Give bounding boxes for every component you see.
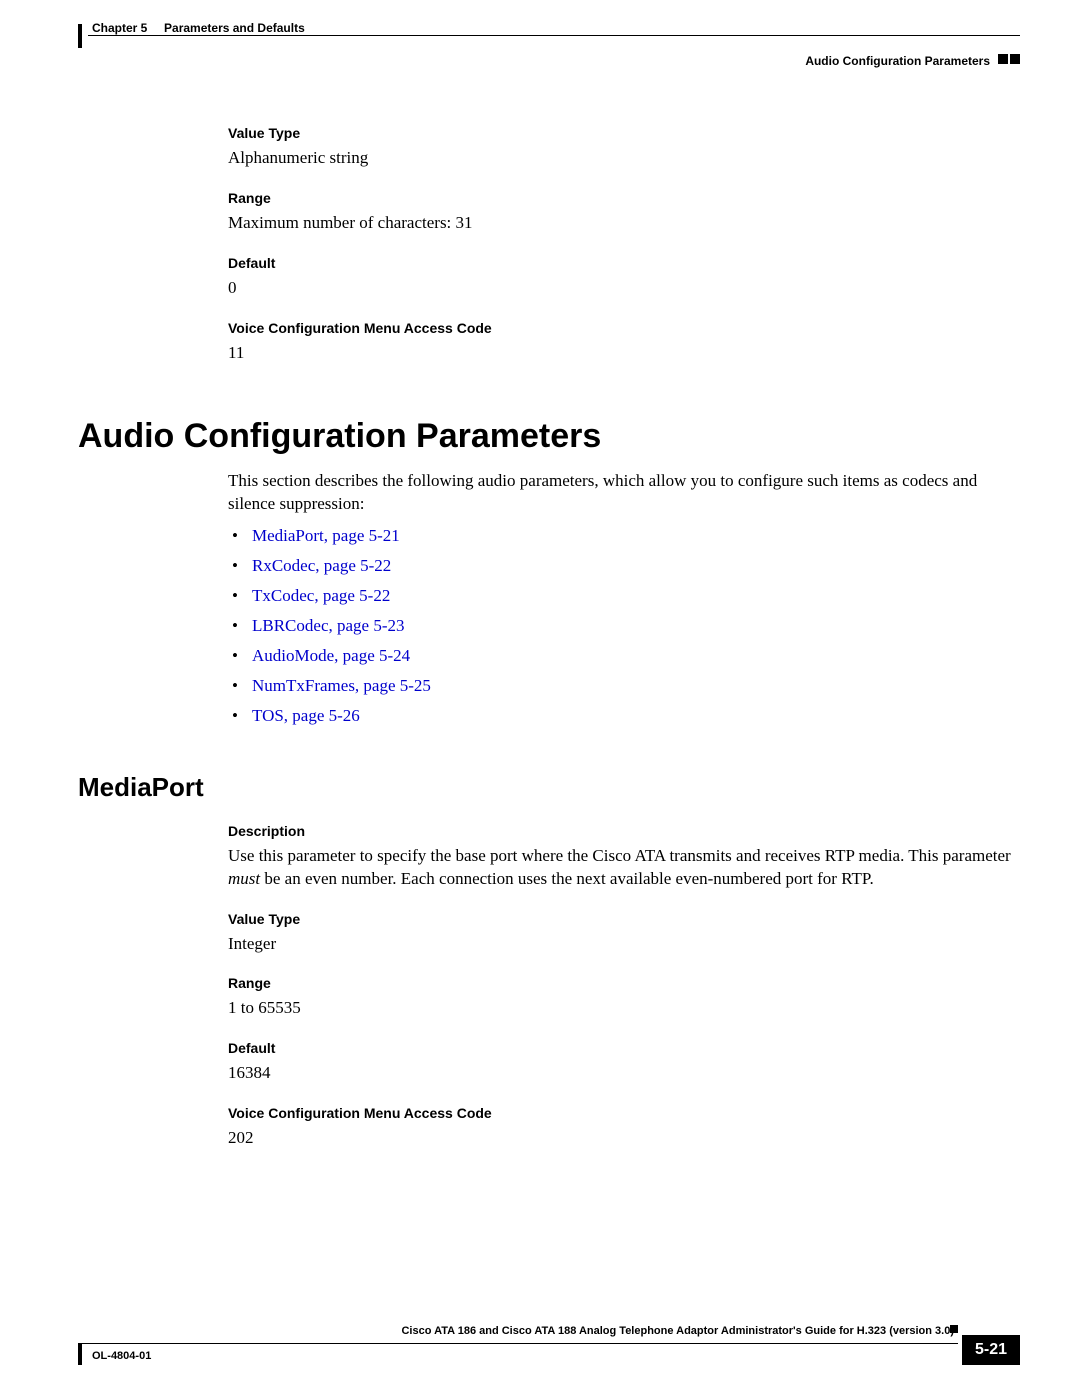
document-page: Chapter 5 Parameters and Defaults Audio …: [0, 0, 1080, 1397]
page-footer: Cisco ATA 186 and Cisco ATA 188 Analog T…: [78, 1325, 1020, 1375]
range-text: Maximum number of characters: 31: [228, 212, 1020, 235]
page-number: 5-21: [962, 1335, 1020, 1365]
value-type-text: Alphanumeric string: [228, 147, 1020, 170]
header-hr: [88, 35, 1020, 36]
vcmac-label: Voice Configuration Menu Access Code: [228, 320, 1020, 336]
value-type-text: Integer: [228, 933, 1020, 956]
vcmac-text: 202: [228, 1127, 1020, 1150]
value-type-label: Value Type: [228, 125, 1020, 141]
page-content: Value Type Alphanumeric string Range Max…: [78, 125, 1020, 1158]
xref-link[interactable]: TOS, page 5-26: [252, 706, 360, 725]
chapter-title: Parameters and Defaults: [164, 21, 305, 35]
desc-emphasis: must: [228, 869, 260, 888]
desc-pre: Use this parameter to specify the base p…: [228, 846, 1011, 865]
vcmac-label: Voice Configuration Menu Access Code: [228, 1105, 1020, 1121]
page-header: Chapter 5 Parameters and Defaults Audio …: [78, 24, 1020, 64]
desc-post: be an even number. Each connection uses …: [260, 869, 874, 888]
footer-hr: [78, 1343, 958, 1344]
chapter-label: Chapter 5: [92, 21, 147, 35]
footer-guide-title: Cisco ATA 186 and Cisco ATA 188 Analog T…: [401, 1325, 954, 1337]
header-chapter: Chapter 5 Parameters and Defaults: [92, 21, 305, 35]
list-item: LBRCodec, page 5-23: [228, 616, 1020, 636]
xref-link[interactable]: AudioMode, page 5-24: [252, 646, 410, 665]
xref-link[interactable]: NumTxFrames, page 5-25: [252, 676, 431, 695]
default-text: 0: [228, 277, 1020, 300]
header-marker-icon: [1010, 54, 1020, 64]
section-link-list: MediaPort, page 5-21 RxCodec, page 5-22 …: [228, 526, 1020, 726]
value-type-label: Value Type: [228, 911, 1020, 927]
list-item: RxCodec, page 5-22: [228, 556, 1020, 576]
range-text: 1 to 65535: [228, 997, 1020, 1020]
xref-link[interactable]: LBRCodec, page 5-23: [252, 616, 405, 635]
vcmac-text: 11: [228, 342, 1020, 365]
range-label: Range: [228, 975, 1020, 991]
default-label: Default: [228, 1040, 1020, 1056]
header-marker-icon: [998, 54, 1008, 64]
section-heading: Audio Configuration Parameters: [78, 417, 1020, 456]
xref-link[interactable]: MediaPort, page 5-21: [252, 526, 400, 545]
xref-link[interactable]: TxCodec, page 5-22: [252, 586, 390, 605]
header-rule: [78, 24, 82, 48]
footer-doc-number: OL-4804-01: [92, 1350, 151, 1362]
default-label: Default: [228, 255, 1020, 271]
range-label: Range: [228, 190, 1020, 206]
list-item: NumTxFrames, page 5-25: [228, 676, 1020, 696]
description-text: Use this parameter to specify the base p…: [228, 845, 1020, 891]
list-item: TxCodec, page 5-22: [228, 586, 1020, 606]
default-text: 16384: [228, 1062, 1020, 1085]
list-item: MediaPort, page 5-21: [228, 526, 1020, 546]
list-item: AudioMode, page 5-24: [228, 646, 1020, 666]
subsection-heading: MediaPort: [78, 772, 1020, 803]
section-intro: This section describes the following aud…: [228, 470, 1020, 516]
list-item: TOS, page 5-26: [228, 706, 1020, 726]
footer-rule: [78, 1343, 82, 1365]
xref-link[interactable]: RxCodec, page 5-22: [252, 556, 391, 575]
description-label: Description: [228, 823, 1020, 839]
header-section-title: Audio Configuration Parameters: [805, 54, 990, 68]
